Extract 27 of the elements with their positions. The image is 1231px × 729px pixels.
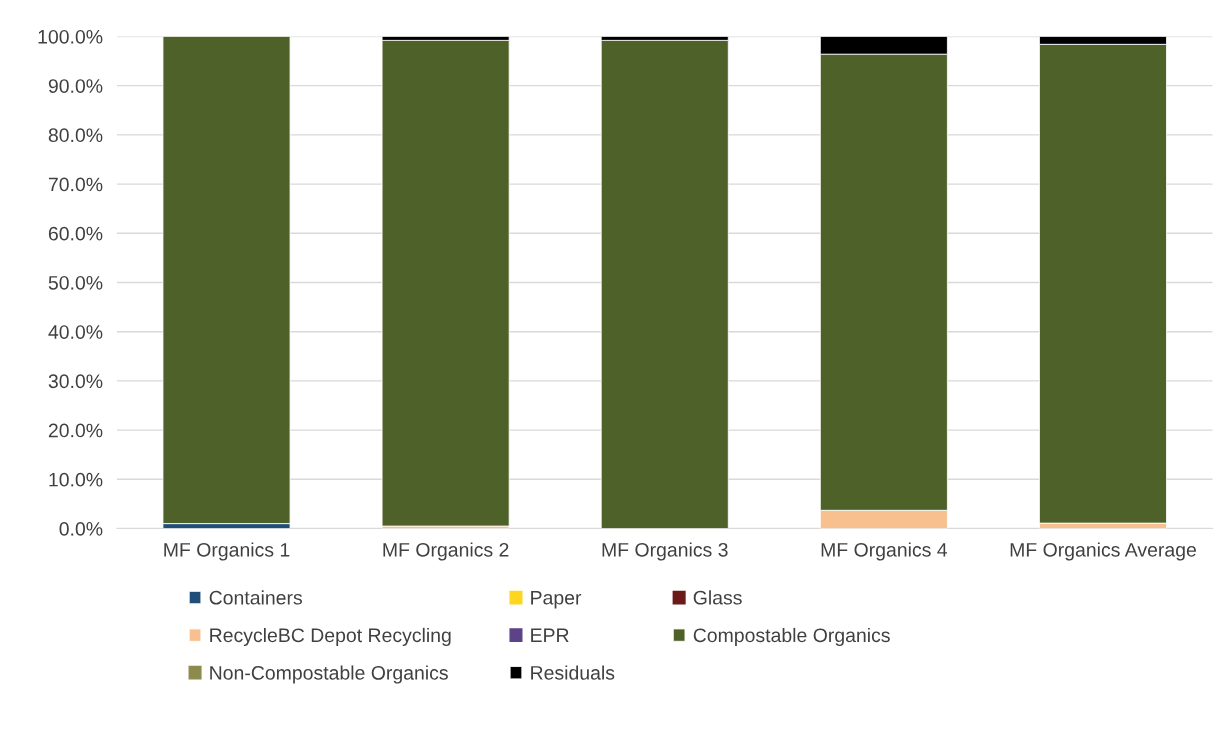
y-tick-label: 60.0% [48, 226, 103, 241]
legend-label: Compostable Organics [693, 627, 890, 647]
x-tick-label: MF Organics 3 [602, 542, 728, 561]
legend-label: EPR [531, 628, 569, 642]
legend-label: Non-Compostable Organics [210, 665, 448, 684]
y-tick-label: 0.0% [59, 521, 103, 536]
legend-label: Paper [531, 591, 582, 609]
y-tick-label: 40.0% [48, 325, 103, 339]
bar [600, 39, 729, 529]
y-tick-label: 100.0% [38, 29, 103, 44]
y-tick-label: 20.0% [48, 423, 103, 438]
y-tick-label: 70.0% [48, 177, 103, 192]
legend-label: Glass [693, 590, 742, 605]
x-tick-label: MF Organics Average [1010, 542, 1196, 561]
legend-label: Residuals [531, 665, 615, 680]
legend-label: RecycleBC Depot Recycling [210, 627, 451, 647]
y-tick-label: 50.0% [48, 275, 103, 290]
y-tick-label: 30.0% [48, 374, 103, 389]
y-tick-label: 10.0% [49, 472, 103, 487]
bar [381, 39, 510, 527]
legend-label: Containers [209, 590, 302, 605]
bar [162, 36, 291, 525]
x-tick-label: MF Organics 1 [164, 542, 290, 561]
y-tick-label: 90.0% [48, 79, 103, 93]
y-tick-label: 80.0% [48, 128, 103, 143]
x-tick-label: MF Organics 4 [821, 542, 948, 561]
x-tick-label: MF Organics 2 [383, 542, 509, 561]
